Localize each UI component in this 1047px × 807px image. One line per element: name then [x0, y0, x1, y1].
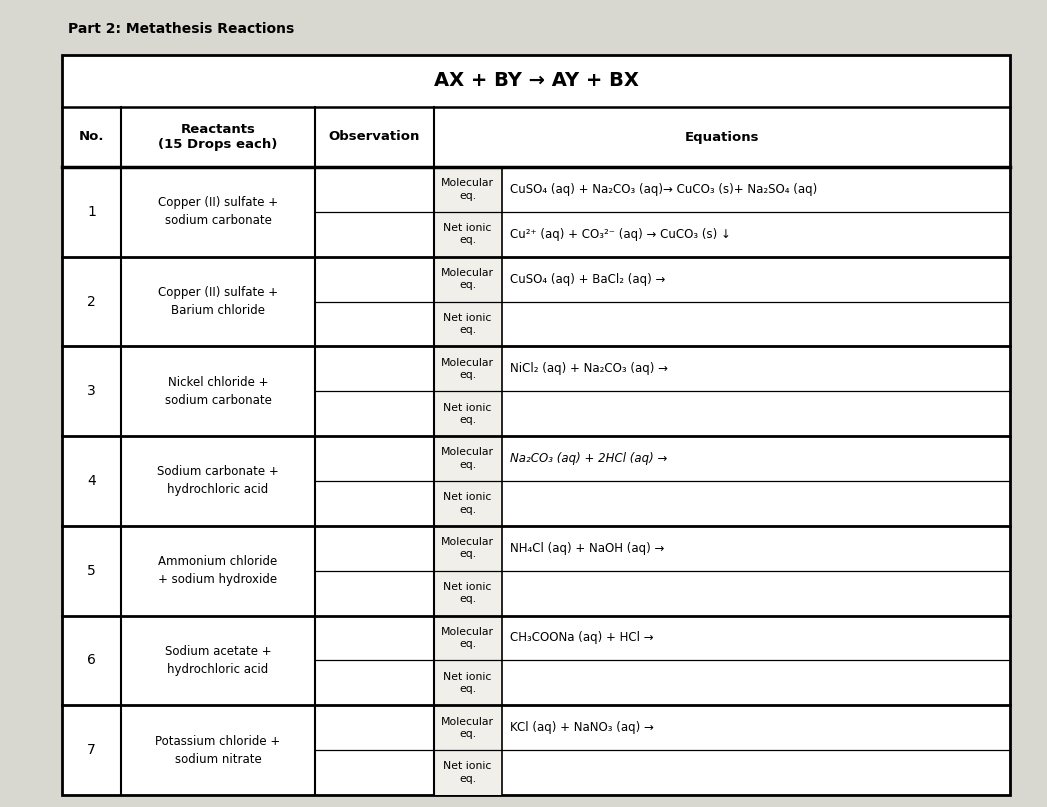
Text: Net ionic
eq.: Net ionic eq.	[444, 671, 492, 694]
Text: 5: 5	[87, 564, 95, 578]
Text: CuSO₄ (aq) + Na₂CO₃ (aq)→ CuCO₃ (s)+ Na₂SO₄ (aq): CuSO₄ (aq) + Na₂CO₃ (aq)→ CuCO₃ (s)+ Na₂…	[510, 183, 817, 196]
Text: 1: 1	[87, 205, 96, 219]
Bar	[433, 481, 502, 526]
Bar	[433, 436, 502, 481]
Text: Ammonium chloride
+ sodium hydroxide: Ammonium chloride + sodium hydroxide	[158, 555, 277, 586]
Text: Equations: Equations	[685, 131, 759, 144]
Bar	[433, 526, 502, 571]
Text: Molecular
eq.: Molecular eq.	[441, 178, 494, 201]
Text: KCl (aq) + NaNO₃ (aq) →: KCl (aq) + NaNO₃ (aq) →	[510, 721, 653, 734]
Text: Net ionic
eq.: Net ionic eq.	[444, 492, 492, 515]
Text: Molecular
eq.: Molecular eq.	[441, 358, 494, 380]
Text: Nickel chloride +
sodium carbonate: Nickel chloride + sodium carbonate	[164, 376, 271, 407]
Text: Net ionic
eq.: Net ionic eq.	[444, 313, 492, 335]
Bar	[433, 660, 502, 705]
Text: AX + BY → AY + BX: AX + BY → AY + BX	[433, 72, 639, 90]
Bar	[433, 391, 502, 436]
Text: Net ionic
eq.: Net ionic eq.	[444, 761, 492, 784]
Text: Net ionic
eq.: Net ionic eq.	[444, 582, 492, 604]
Text: Net ionic
eq.: Net ionic eq.	[444, 403, 492, 425]
Bar	[433, 302, 502, 346]
Text: Cu²⁺ (aq) + CO₃²⁻ (aq) → CuCO₃ (s) ↓: Cu²⁺ (aq) + CO₃²⁻ (aq) → CuCO₃ (s) ↓	[510, 228, 731, 240]
Text: 7: 7	[87, 743, 95, 757]
Bar	[433, 212, 502, 257]
Bar	[433, 346, 502, 391]
Text: Part 2: Metathesis Reactions: Part 2: Metathesis Reactions	[68, 22, 294, 36]
Bar	[433, 167, 502, 212]
Text: Molecular
eq.: Molecular eq.	[441, 717, 494, 739]
Text: NiCl₂ (aq) + Na₂CO₃ (aq) →: NiCl₂ (aq) + Na₂CO₃ (aq) →	[510, 362, 668, 375]
Bar	[433, 257, 502, 302]
Text: NH₄Cl (aq) + NaOH (aq) →: NH₄Cl (aq) + NaOH (aq) →	[510, 541, 664, 554]
Text: Na₂CO₃ (aq) + 2HCl (aq) →: Na₂CO₃ (aq) + 2HCl (aq) →	[510, 452, 667, 465]
Text: Molecular
eq.: Molecular eq.	[441, 268, 494, 291]
Text: Sodium carbonate +
hydrochloric acid: Sodium carbonate + hydrochloric acid	[157, 466, 279, 496]
Text: Molecular
eq.: Molecular eq.	[441, 537, 494, 559]
Text: Molecular
eq.: Molecular eq.	[441, 627, 494, 649]
Text: Copper (II) sulfate +
sodium carbonate: Copper (II) sulfate + sodium carbonate	[158, 196, 279, 228]
Bar	[433, 571, 502, 616]
Text: CH₃COONa (aq) + HCl →: CH₃COONa (aq) + HCl →	[510, 632, 653, 645]
Text: Observation: Observation	[329, 131, 420, 144]
Text: No.: No.	[79, 131, 104, 144]
Text: Molecular
eq.: Molecular eq.	[441, 447, 494, 470]
Bar	[433, 705, 502, 751]
Text: Sodium acetate +
hydrochloric acid: Sodium acetate + hydrochloric acid	[164, 645, 271, 676]
Bar	[433, 616, 502, 660]
Text: Copper (II) sulfate +
Barium chloride: Copper (II) sulfate + Barium chloride	[158, 286, 279, 317]
Text: 3: 3	[87, 384, 95, 399]
Text: Potassium chloride +
sodium nitrate: Potassium chloride + sodium nitrate	[155, 734, 281, 766]
Bar	[433, 751, 502, 795]
Text: CuSO₄ (aq) + BaCl₂ (aq) →: CuSO₄ (aq) + BaCl₂ (aq) →	[510, 273, 665, 286]
Text: Reactants
(15 Drops each): Reactants (15 Drops each)	[158, 123, 277, 151]
Text: Net ionic
eq.: Net ionic eq.	[444, 223, 492, 245]
Text: 2: 2	[87, 295, 95, 308]
Text: 6: 6	[87, 654, 96, 667]
Text: 4: 4	[87, 474, 95, 488]
